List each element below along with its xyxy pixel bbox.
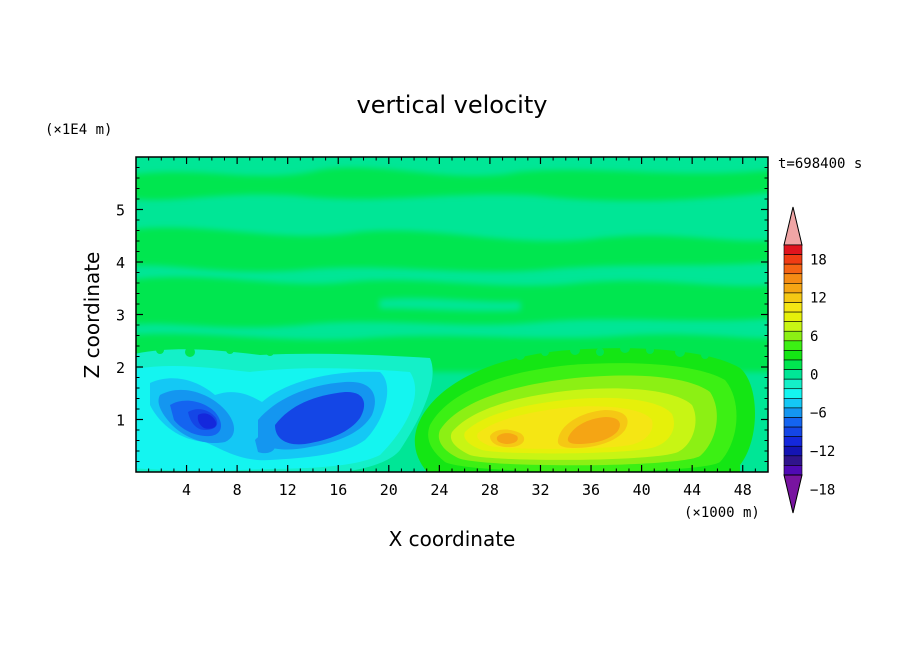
colorbar-bottom-arrow bbox=[783, 474, 803, 514]
colorbar-swatch bbox=[783, 398, 803, 409]
level-pos-10 bbox=[496, 433, 518, 444]
colorbar-swatch bbox=[783, 254, 803, 265]
colorbar-swatch bbox=[783, 445, 803, 457]
x-tick-label: 24 bbox=[430, 481, 448, 499]
chart-title: vertical velocity bbox=[357, 91, 548, 119]
colorbar-top-arrow bbox=[783, 206, 803, 246]
colorbar-swatch bbox=[783, 292, 803, 303]
colorbar-swatch bbox=[783, 302, 803, 313]
x-tick-label: 12 bbox=[279, 481, 297, 499]
level-neg-10 bbox=[255, 435, 276, 454]
y-axis-ticks: 1 2 3 4 5 bbox=[116, 167, 768, 462]
transition-fringe bbox=[156, 343, 709, 360]
x-axis-ticks: 4 8 12 16 20 24 28 32 36 40 44 48 bbox=[148, 157, 756, 499]
colorbar-swatch bbox=[783, 417, 803, 428]
colorbar-swatch bbox=[783, 311, 803, 322]
x-tick-label: 16 bbox=[329, 481, 347, 499]
colorbar-swatch bbox=[783, 465, 803, 476]
downdraft-region bbox=[136, 349, 433, 472]
x-tick-label: 28 bbox=[481, 481, 499, 499]
level-neg-7 bbox=[275, 391, 365, 445]
colorbar-swatch bbox=[783, 283, 803, 294]
colorbar-swatch bbox=[783, 263, 803, 275]
y-axis-label: Z coordinate bbox=[80, 252, 104, 379]
colorbar-swatch bbox=[783, 350, 803, 361]
colorbar-tick-label: 0 bbox=[810, 367, 818, 383]
colorbar-tick-label: −6 bbox=[810, 406, 827, 422]
x-tick-label: 4 bbox=[182, 481, 191, 499]
colorbar-swatch bbox=[783, 455, 803, 466]
x-tick-label: 44 bbox=[683, 481, 701, 499]
colorbar-swatch bbox=[783, 330, 803, 342]
x-tick-label: 48 bbox=[734, 481, 752, 499]
updraft-region bbox=[414, 348, 755, 472]
colorbar-tick-label: −18 bbox=[810, 482, 835, 498]
upper-bands bbox=[136, 167, 768, 472]
colorbar-swatch bbox=[783, 359, 803, 370]
level-neg-9 bbox=[197, 413, 217, 429]
x-tick-label: 32 bbox=[531, 481, 549, 499]
colorbar-swatch bbox=[783, 388, 803, 399]
colorbar-swatch bbox=[783, 369, 803, 380]
colorbar-swatch bbox=[783, 321, 803, 332]
colorbar-swatch bbox=[783, 340, 803, 351]
colorbar-swatch bbox=[783, 426, 803, 437]
y-tick-label: 4 bbox=[116, 254, 125, 272]
y-tick-label: 5 bbox=[116, 202, 125, 220]
band-upper-5 bbox=[380, 298, 520, 311]
colorbar: 18 12 6 0 −6 −12 −18 bbox=[783, 206, 835, 514]
colorbar-swatch bbox=[783, 407, 803, 418]
colorbar-swatch bbox=[783, 244, 803, 255]
band-upper-1 bbox=[136, 227, 768, 272]
x-tick-label: 36 bbox=[582, 481, 600, 499]
colorbar-tick-label: 12 bbox=[810, 291, 827, 307]
contour-field bbox=[136, 157, 768, 472]
y-tick-label: 2 bbox=[116, 359, 125, 377]
y-tick-label: 3 bbox=[116, 307, 125, 325]
x-tick-label: 8 bbox=[233, 481, 242, 499]
colorbar-swatch bbox=[783, 273, 803, 284]
time-label: t=698400 s bbox=[778, 156, 862, 172]
y-tick-label: 1 bbox=[116, 412, 125, 430]
x-axis-label: X coordinate bbox=[389, 527, 516, 551]
colorbar-swatch bbox=[783, 436, 803, 447]
x-tick-label: 40 bbox=[633, 481, 651, 499]
colorbar-tick-label: 6 bbox=[810, 329, 818, 345]
band-upper-4 bbox=[200, 207, 540, 225]
level-pos-8 bbox=[567, 417, 620, 444]
colorbar-tick-label: 18 bbox=[810, 252, 827, 268]
x-tick-label: 20 bbox=[380, 481, 398, 499]
colorbar-swatch bbox=[783, 378, 803, 390]
x-unit-label: (×1000 m) bbox=[684, 505, 760, 521]
y-unit-label: (×1E4 m) bbox=[45, 122, 112, 138]
band-upper-0 bbox=[136, 167, 768, 201]
colorbar-tick-label: −12 bbox=[810, 444, 835, 460]
